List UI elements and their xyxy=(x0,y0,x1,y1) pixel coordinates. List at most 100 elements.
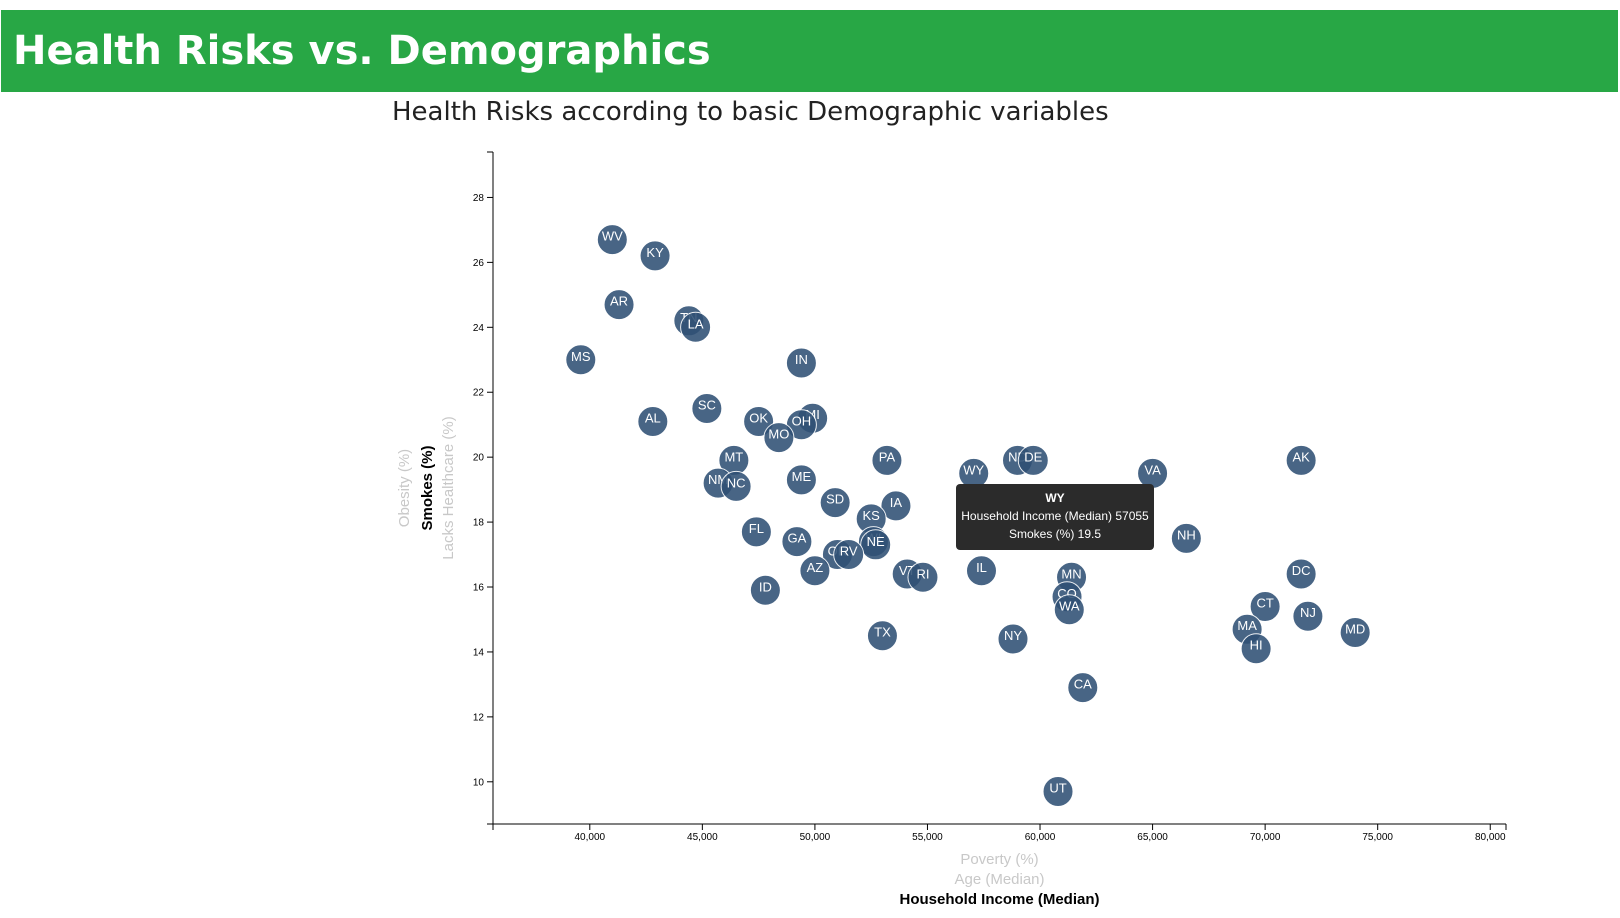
state-point[interactable]: IL xyxy=(965,555,997,587)
state-circle[interactable] xyxy=(833,539,865,571)
state-circle[interactable] xyxy=(871,444,903,476)
state-circle[interactable] xyxy=(637,405,669,437)
state-point[interactable]: AL xyxy=(637,405,669,437)
y-tick-label: 18 xyxy=(473,518,485,529)
chart-heading: Health Risks according to basic Demograp… xyxy=(392,97,1109,127)
tooltip-income: Household Income (Median) 57055 xyxy=(961,509,1149,523)
x-tick-label: 50,000 xyxy=(800,832,831,843)
state-point[interactable]: MS xyxy=(565,344,597,376)
y-tick-label: 12 xyxy=(473,712,485,723)
y-tick-label: 10 xyxy=(473,777,485,788)
state-point[interactable]: NJ xyxy=(1292,600,1324,632)
state-circle[interactable] xyxy=(997,623,1029,655)
state-circle[interactable] xyxy=(785,347,817,379)
tooltip-smokes: Smokes (%) 19.5 xyxy=(1008,527,1102,541)
x-tick-label: 60,000 xyxy=(1025,832,1056,843)
state-circle[interactable] xyxy=(603,289,635,321)
state-point[interactable]: RV xyxy=(833,539,865,571)
state-point[interactable]: LA xyxy=(680,311,712,343)
state-point[interactable]: IN xyxy=(785,347,817,379)
state-circle[interactable] xyxy=(680,311,712,343)
state-circle[interactable] xyxy=(740,516,772,548)
state-circle[interactable] xyxy=(907,561,939,593)
state-point[interactable]: DE xyxy=(1017,444,1049,476)
state-point[interactable]: NC xyxy=(720,470,752,502)
y-tick-label: 28 xyxy=(473,193,485,204)
state-point[interactable]: SD xyxy=(819,487,851,519)
x-axis-label-option[interactable]: Poverty (%) xyxy=(960,851,1038,868)
x-axis: 40,000 45,000 50,000 55,000 60,000 65,000 70,0… xyxy=(492,823,1507,843)
state-circle[interactable] xyxy=(1067,672,1099,704)
state-point[interactable]: TX xyxy=(866,620,898,652)
state-point[interactable]: HI xyxy=(1240,633,1272,665)
state-circle[interactable] xyxy=(1292,600,1324,632)
state-point[interactable]: ID xyxy=(749,574,781,606)
state-point[interactable]: AR xyxy=(603,289,635,321)
state-circle[interactable] xyxy=(596,224,628,256)
state-point[interactable]: MD xyxy=(1339,616,1371,648)
state-circle[interactable] xyxy=(1285,444,1317,476)
y-axis-label-option[interactable]: Smokes (%) xyxy=(419,445,436,530)
state-circle[interactable] xyxy=(639,240,671,272)
state-circle[interactable] xyxy=(799,555,831,587)
state-circle[interactable] xyxy=(1017,444,1049,476)
y-tick-label: 16 xyxy=(473,583,485,594)
state-circle[interactable] xyxy=(720,470,752,502)
x-tick-label: 65,000 xyxy=(1137,832,1168,843)
state-circle[interactable] xyxy=(691,392,723,424)
state-circle[interactable] xyxy=(565,344,597,376)
state-circle[interactable] xyxy=(763,422,795,454)
state-point[interactable]: ME xyxy=(785,464,817,496)
x-axis-labels: Poverty (%) Age (Median) Household Income … xyxy=(899,851,1099,908)
y-axis-label-option[interactable]: Obesity (%) xyxy=(396,449,413,527)
x-axis-label-option[interactable]: Age (Median) xyxy=(954,871,1044,888)
state-circle[interactable] xyxy=(785,464,817,496)
state-circle[interactable] xyxy=(781,526,813,558)
state-circle[interactable] xyxy=(860,529,892,561)
state-point[interactable]: GA xyxy=(781,526,813,558)
state-point[interactable]: AZ xyxy=(799,555,831,587)
state-point[interactable]: WV xyxy=(596,224,628,256)
state-point[interactable]: NH xyxy=(1170,522,1202,554)
state-point[interactable]: KY xyxy=(639,240,671,272)
tooltip-title: WY xyxy=(1045,491,1065,505)
y-tick-label: 20 xyxy=(473,453,485,464)
state-circle[interactable] xyxy=(1249,590,1281,622)
page-title: Health Risks vs. Demographics xyxy=(13,28,711,74)
x-tick-label: 45,000 xyxy=(687,832,718,843)
state-point[interactable]: RI xyxy=(907,561,939,593)
tooltip: WY Household Income (Median) 57055 Smoke… xyxy=(956,484,1154,550)
state-circle[interactable] xyxy=(1042,776,1074,808)
state-point[interactable]: CA xyxy=(1067,672,1099,704)
y-tick-label: 22 xyxy=(473,388,485,399)
state-circle[interactable] xyxy=(1285,558,1317,590)
state-point[interactable]: AK xyxy=(1285,444,1317,476)
state-circle[interactable] xyxy=(965,555,997,587)
state-circle[interactable] xyxy=(866,620,898,652)
state-point[interactable]: UT xyxy=(1042,776,1074,808)
header-bar: Health Risks vs. Demographics xyxy=(1,10,1618,92)
state-circle[interactable] xyxy=(1339,616,1371,648)
state-point[interactable]: SC xyxy=(691,392,723,424)
state-point[interactable]: NE xyxy=(860,529,892,561)
state-point[interactable]: WA xyxy=(1053,594,1085,626)
x-tick-label: 40,000 xyxy=(575,832,606,843)
state-circle[interactable] xyxy=(819,487,851,519)
y-tick-label: 26 xyxy=(473,258,485,269)
state-circle[interactable] xyxy=(1053,594,1085,626)
state-circle[interactable] xyxy=(880,490,912,522)
y-tick-label: 14 xyxy=(473,647,485,658)
state-point[interactable]: FL xyxy=(740,516,772,548)
x-tick-label: 70,000 xyxy=(1250,832,1281,843)
state-point[interactable]: PA xyxy=(871,444,903,476)
state-circle[interactable] xyxy=(1170,522,1202,554)
x-axis-label-option[interactable]: Household Income (Median) xyxy=(899,891,1099,908)
state-circle[interactable] xyxy=(1240,633,1272,665)
state-point[interactable]: MO xyxy=(763,422,795,454)
state-point[interactable]: NY xyxy=(997,623,1029,655)
state-point[interactable]: DC xyxy=(1285,558,1317,590)
y-axis-labels: Obesity (%) Smokes (%) Lacks Healthcare (%… xyxy=(396,416,457,559)
y-axis-label-option[interactable]: Lacks Healthcare (%) xyxy=(440,416,457,559)
state-circle[interactable] xyxy=(749,574,781,606)
